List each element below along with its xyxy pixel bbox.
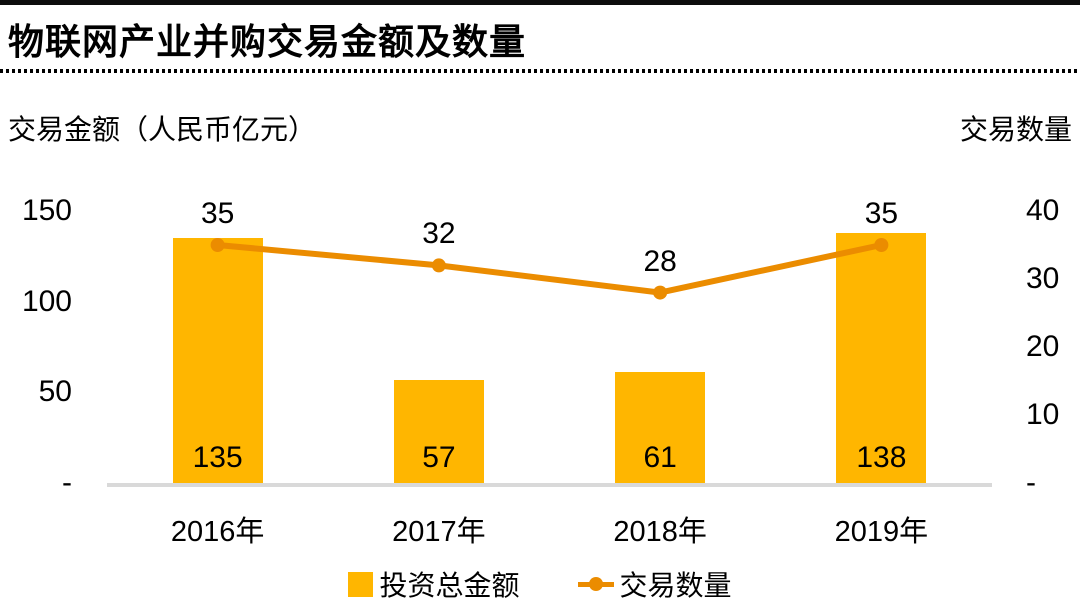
bar-2018年: 61 [615, 372, 706, 483]
line-marker [431, 258, 446, 273]
right-axis-tick-40: 40 [1026, 194, 1060, 227]
right-axis-tick-20: 20 [1026, 330, 1060, 363]
bar-2017年: 57 [393, 379, 484, 483]
legend-label-investment-total: 投资总金额 [379, 570, 520, 601]
title-dotted-divider [0, 69, 1080, 73]
title-top-rule [0, 0, 1080, 5]
deal-count-line [217, 242, 883, 296]
line-value-label: 32 [422, 217, 456, 251]
legend-item-deal-count: 交易数量 [577, 564, 732, 604]
bar-value-label: 138 [856, 440, 907, 474]
bar-value-label: 61 [643, 440, 677, 474]
x-axis-baseline [107, 483, 992, 487]
line-marker [653, 285, 668, 300]
left-axis-caption: 交易金额（人民币亿元） [8, 114, 317, 145]
left-axis-tick-50: 50 [38, 375, 72, 408]
chart-legend: 投资总金额 交易数量 [0, 564, 1080, 604]
x-axis-label-2019年: 2019年 [834, 516, 929, 548]
line-series-swatch [577, 576, 614, 592]
left-axis-tick-zero: - [62, 466, 72, 499]
right-axis-caption: 交易数量 [959, 114, 1072, 145]
x-axis-label-2017年: 2017年 [392, 516, 486, 548]
right-axis-tick-zero: - [1026, 466, 1036, 499]
bar-2016年: 135 [172, 238, 263, 483]
line-swatch-dot [588, 577, 603, 591]
bar-series-swatch [348, 571, 374, 597]
x-axis-label-2018年: 2018年 [613, 516, 707, 548]
right-axis-tick-30: 30 [1026, 262, 1060, 295]
left-axis-tick-100: 100 [21, 285, 72, 318]
right-axis-tick-10: 10 [1026, 398, 1060, 431]
chart-title: 物联网产业并购交易金额及数量 [8, 21, 527, 62]
line-value-label: 35 [200, 197, 235, 230]
line-value-label: 28 [643, 244, 677, 278]
legend-label-deal-count: 交易数量 [619, 570, 732, 601]
bar-value-label: 57 [422, 440, 456, 474]
bar-2019年: 138 [836, 232, 927, 483]
line-value-label: 35 [864, 197, 899, 230]
left-axis-tick-150: 150 [21, 194, 72, 227]
x-axis-label-2016年: 2016年 [170, 516, 265, 548]
bar-value-label: 135 [192, 440, 243, 474]
legend-item-investment-total: 投资总金额 [348, 564, 520, 604]
